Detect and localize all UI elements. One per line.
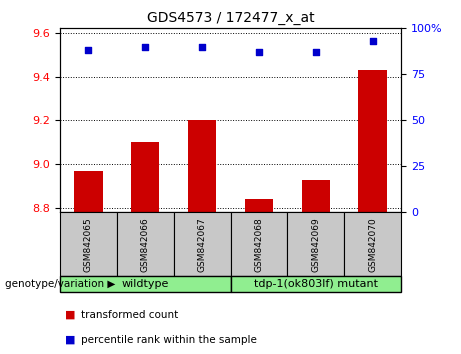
Bar: [301, 179, 330, 212]
Text: ■: ■: [65, 310, 78, 320]
Text: GSM842069: GSM842069: [311, 217, 320, 272]
Bar: [131, 142, 160, 212]
Text: tdp-1(ok803lf) mutant: tdp-1(ok803lf) mutant: [254, 279, 378, 289]
Bar: [358, 70, 387, 212]
Point: [369, 38, 376, 44]
Bar: [245, 199, 273, 212]
Text: ■: ■: [65, 335, 78, 345]
Text: wildtype: wildtype: [122, 279, 169, 289]
Title: GDS4573 / 172477_x_at: GDS4573 / 172477_x_at: [147, 11, 314, 24]
Point: [198, 44, 206, 50]
Point: [312, 50, 319, 55]
Text: GSM842065: GSM842065: [84, 217, 93, 272]
Text: percentile rank within the sample: percentile rank within the sample: [81, 335, 257, 345]
Text: genotype/variation ▶: genotype/variation ▶: [5, 279, 115, 289]
Text: GSM842068: GSM842068: [254, 217, 263, 272]
Text: transformed count: transformed count: [81, 310, 178, 320]
Bar: [188, 120, 216, 212]
Text: GSM842066: GSM842066: [141, 217, 150, 272]
Text: GSM842070: GSM842070: [368, 217, 377, 272]
Point: [142, 44, 149, 50]
Bar: [74, 171, 102, 212]
Text: GSM842067: GSM842067: [198, 217, 207, 272]
Point: [85, 47, 92, 53]
Point: [255, 50, 263, 55]
